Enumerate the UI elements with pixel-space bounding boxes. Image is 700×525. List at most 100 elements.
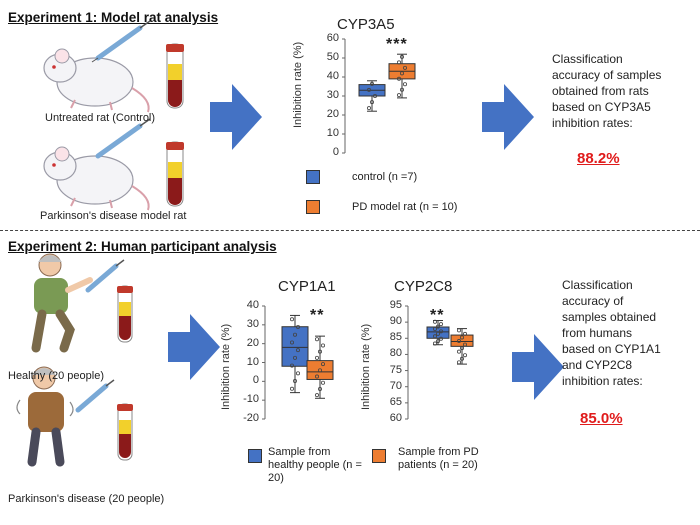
tick-label: 85 [389, 331, 402, 344]
legend-swatch-control [306, 170, 320, 184]
cyp2c8-chart [405, 305, 474, 420]
data-point [295, 348, 300, 353]
data-point [289, 363, 294, 368]
parkinsons-person-icon [16, 366, 74, 467]
data-point [435, 324, 440, 329]
data-point [295, 371, 300, 376]
y-axis-label-cyp3a5: Inhibition rate (%) [292, 41, 304, 128]
tick-label: 0 [332, 146, 339, 158]
data-point [459, 346, 464, 351]
box-pd [306, 360, 334, 380]
significance-cyp3a5: *** [386, 36, 408, 53]
tick-label: 30 [326, 89, 339, 101]
control-rat-icon [43, 48, 150, 113]
tick-label: 50 [326, 51, 339, 63]
data-point [462, 331, 467, 336]
blood-tube-icon [117, 285, 133, 343]
data-point [289, 317, 294, 322]
data-point [438, 322, 443, 327]
data-point [402, 82, 407, 87]
syringe-icon [85, 259, 125, 293]
box-pd [450, 334, 474, 347]
arrow-right-icon [168, 314, 220, 380]
data-point [432, 327, 437, 332]
tick-label: 40 [246, 299, 259, 311]
syringe-icon [91, 20, 151, 63]
tick-label: 60 [326, 32, 339, 44]
tick-label: 95 [389, 299, 402, 311]
tick-label: 0 [252, 374, 259, 387]
healthy-person-icon [31, 253, 93, 353]
data-point [459, 335, 464, 340]
tick-label: 20 [326, 108, 339, 120]
blood-tube-icon [166, 141, 184, 207]
data-point [292, 355, 297, 360]
data-point [292, 332, 297, 337]
data-point [399, 54, 404, 59]
data-point [399, 87, 404, 92]
tick-label: 30 [246, 317, 259, 330]
legend-swatch-pd-model [306, 200, 320, 214]
data-point [396, 76, 401, 81]
tick-label: -10 [243, 393, 259, 406]
data-point [456, 328, 461, 333]
arrow-right-icon [210, 84, 262, 150]
experiment1-heading: Experiment 1: Model rat analysis [8, 10, 219, 25]
data-point [320, 343, 325, 348]
cyp3a5-chart [342, 38, 416, 154]
syringe-icon [95, 118, 151, 159]
chart-title-cyp3a5: CYP3A5 [337, 16, 395, 33]
tick-label: 60 [389, 412, 402, 424]
chart-title-cyp1a1: CYP1A1 [278, 278, 336, 295]
result-text-exp1: Classification accuracy of samples obtai… [552, 52, 662, 130]
legend-swatch-healthy [248, 449, 262, 463]
syringe-icon [75, 379, 115, 413]
data-point [396, 60, 401, 65]
data-point [366, 87, 371, 92]
arrow-right-icon [482, 84, 534, 150]
data-point [432, 319, 437, 324]
data-point [438, 329, 443, 334]
tick-label: 75 [389, 363, 402, 376]
data-point [314, 374, 319, 379]
data-point [402, 65, 407, 70]
y-axis-label-cyp2c8: Inhibition rate (%) [360, 323, 372, 410]
blood-tube-icon [117, 403, 133, 461]
y-axis-label-cyp1a1: Inhibition rate (%) [220, 323, 232, 410]
data-point [369, 81, 374, 86]
data-point [435, 339, 440, 344]
tick-label: 90 [389, 315, 402, 328]
data-point [459, 356, 464, 361]
legend-swatch-pd-patients [372, 449, 386, 463]
accuracy-exp2: 85.0% [580, 410, 623, 427]
data-point [289, 340, 294, 345]
result-text-exp2: Classification accuracy of samples obtai… [562, 278, 661, 388]
pd-model-rat-label: Parkinson's disease model rat [40, 210, 187, 222]
data-point [432, 341, 437, 346]
data-point [462, 342, 467, 347]
cyp1a1-chart [262, 305, 334, 420]
data-point [317, 368, 322, 373]
data-point [317, 386, 322, 391]
data-point [366, 106, 371, 111]
tick-label: 70 [389, 379, 402, 392]
data-point [435, 331, 440, 336]
data-point [320, 380, 325, 385]
tick-label: 40 [326, 70, 339, 82]
experiment2-heading: Experiment 2: Human participant analysis [8, 239, 277, 254]
data-point [314, 337, 319, 342]
healthy-label: Healthy (20 people) [8, 370, 105, 382]
blood-tube-icon [166, 43, 184, 109]
data-point [314, 393, 319, 398]
legend-label-control: control (n =7) [352, 171, 418, 183]
data-point [456, 360, 461, 365]
data-point [396, 93, 401, 98]
chart-title-cyp2c8: CYP2C8 [394, 278, 453, 295]
control-rat-label: Untreated rat (Control) [45, 112, 156, 124]
data-point [320, 362, 325, 367]
data-point [314, 355, 319, 360]
accuracy-exp1: 88.2% [577, 150, 620, 167]
data-point [289, 386, 294, 391]
data-point [369, 100, 374, 105]
